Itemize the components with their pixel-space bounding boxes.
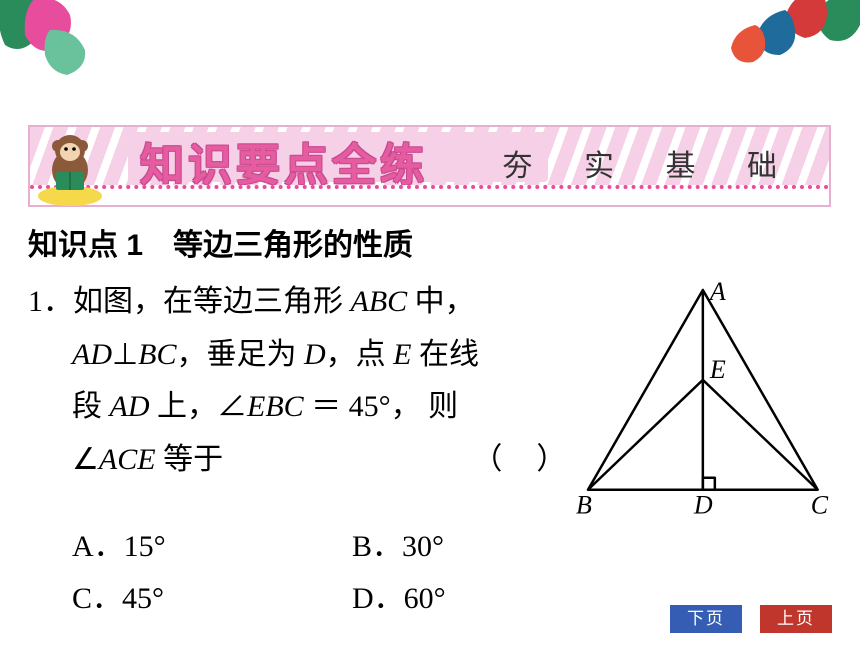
option-A[interactable]: A．15°: [72, 521, 352, 574]
figure-label-B: B: [576, 491, 592, 517]
option-C[interactable]: C．45°: [72, 573, 352, 626]
banner: 知识要点全练 夯 实 基 础: [28, 125, 831, 207]
q-l4-a: ∠: [72, 443, 99, 476]
prev-page-button[interactable]: 上页: [760, 605, 832, 633]
figure-label-D: D: [693, 491, 713, 517]
figure-label-E: E: [709, 355, 726, 384]
q-l4-ace: ACE: [99, 443, 156, 476]
option-D[interactable]: D．60°: [352, 573, 632, 626]
paren-right: ）: [536, 443, 566, 476]
figure-label-C: C: [811, 491, 829, 517]
q-l2-d: ，垂足为: [176, 338, 304, 371]
q-l2-D: D: [304, 338, 326, 371]
q-line1-post: 中，: [407, 285, 475, 318]
q-l2-h: 在线: [411, 338, 479, 371]
triangle-figure: A B C D E: [576, 282, 831, 517]
question-block: 1．如图，在等边三角形 ABC 中， AD⊥BC，垂足为 D，点 E 在线 段 …: [28, 276, 831, 517]
figure-label-A: A: [708, 282, 726, 306]
deco-top-right: [725, 0, 860, 70]
question-text: 1．如图，在等边三角形 ABC 中， AD⊥BC，垂足为 D，点 E 在线 段 …: [28, 276, 572, 486]
q-l4-c: 等于: [156, 443, 224, 476]
q-l3-ebc: EBC: [247, 390, 304, 423]
q-l3-ad: AD: [110, 390, 150, 423]
banner-subtitle: 夯 实 基 础: [503, 141, 800, 185]
next-page-button[interactable]: 下页: [670, 605, 742, 633]
q-l2-perp: ⊥: [112, 338, 138, 371]
monkey-icon: [30, 128, 110, 206]
banner-title: 知识要点全练: [140, 129, 428, 193]
answer-paren: （）: [472, 434, 566, 487]
knowledge-point-title: 知识点 1 等边三角形的性质: [28, 220, 831, 264]
content: 知识点 1 等边三角形的性质 1．如图，在等边三角形 ABC 中， AD⊥BC，…: [28, 220, 831, 626]
paren-left: （: [472, 443, 502, 476]
q-l2-E: E: [393, 338, 411, 371]
q-l2-bc: BC: [138, 338, 176, 371]
q-l3-c: 上，∠: [150, 390, 248, 423]
nav-buttons: 下页 上页: [670, 605, 832, 633]
q-l2-ad: AD: [72, 338, 112, 371]
banner-dots: [30, 185, 829, 205]
question-number: 1．: [28, 285, 73, 318]
q-l3-e: ＝ 45°， 则: [304, 390, 459, 423]
q-line1-abc: ABC: [351, 285, 408, 318]
deco-top-left: [0, 0, 105, 85]
option-B[interactable]: B．30°: [352, 521, 632, 574]
q-l3-a: 段: [72, 390, 110, 423]
q-l2-f: ，点: [326, 338, 394, 371]
q-line1-pre: 如图，在等边三角形: [73, 285, 351, 318]
